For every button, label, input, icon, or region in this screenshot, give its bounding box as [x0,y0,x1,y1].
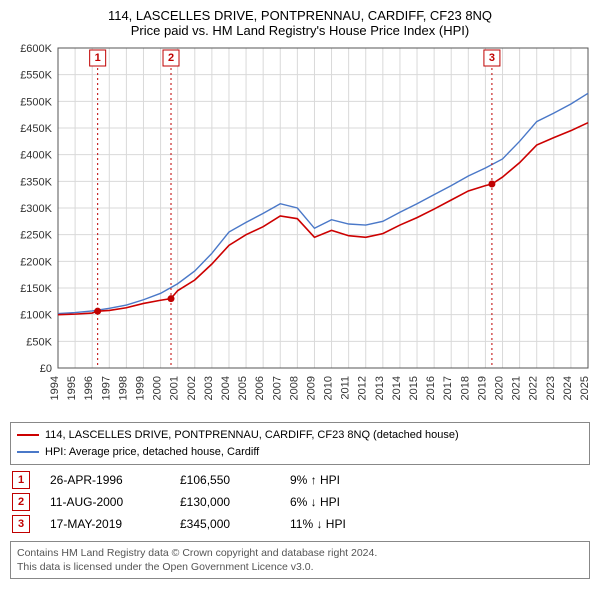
transaction-date: 26-APR-1996 [50,473,180,487]
legend-item: HPI: Average price, detached house, Card… [17,444,583,461]
transaction-marker-icon: 2 [12,493,30,511]
svg-text:£400K: £400K [20,150,52,162]
transaction-price: £106,550 [180,473,290,487]
svg-text:2002: 2002 [186,376,198,400]
svg-text:2004: 2004 [220,376,232,400]
svg-text:2011: 2011 [340,376,352,400]
svg-text:1: 1 [95,52,101,64]
svg-text:£450K: £450K [20,123,52,135]
svg-text:£0: £0 [40,363,52,375]
svg-text:£600K: £600K [20,43,52,55]
svg-text:£250K: £250K [20,230,52,242]
legend-swatch [17,434,39,436]
svg-text:1996: 1996 [83,376,95,400]
svg-text:£150K: £150K [20,283,52,295]
svg-text:2014: 2014 [391,376,403,400]
transaction-delta: 9% ↑ HPI [290,473,430,487]
footer: Contains HM Land Registry data © Crown c… [10,541,590,579]
svg-text:2003: 2003 [203,376,215,400]
chart-svg: £0 £50K £100K £150K £200K £250K £300K £350K £400… [8,38,592,418]
transaction-date: 11-AUG-2000 [50,495,180,509]
svg-text:2021: 2021 [511,376,523,400]
svg-text:£350K: £350K [20,176,52,188]
transaction-delta: 6% ↓ HPI [290,495,430,509]
svg-text:1995: 1995 [66,376,78,400]
svg-text:2010: 2010 [323,376,335,400]
svg-text:£500K: £500K [20,96,52,108]
transaction-row: 2 11-AUG-2000 £130,000 6% ↓ HPI [8,491,592,513]
svg-text:2007: 2007 [271,376,283,400]
svg-text:2023: 2023 [545,376,557,400]
svg-text:2015: 2015 [408,376,420,400]
svg-text:1997: 1997 [100,376,112,400]
svg-text:2001: 2001 [169,376,181,400]
transaction-row: 1 26-APR-1996 £106,550 9% ↑ HPI [8,469,592,491]
svg-text:2022: 2022 [528,376,540,400]
chart-title-line2: Price paid vs. HM Land Registry's House … [8,23,592,38]
svg-text:1998: 1998 [117,376,129,400]
transaction-date: 17-MAY-2019 [50,517,180,531]
svg-text:2013: 2013 [374,376,386,400]
svg-text:£300K: £300K [20,203,52,215]
svg-text:2016: 2016 [425,376,437,400]
svg-text:£200K: £200K [20,256,52,268]
legend: 114, LASCELLES DRIVE, PONTPRENNAU, CARDI… [10,422,590,465]
transaction-marker-icon: 1 [12,471,30,489]
svg-text:1994: 1994 [49,376,61,400]
chart: £0 £50K £100K £150K £200K £250K £300K £350K £400… [8,38,592,418]
footer-line: This data is licensed under the Open Gov… [17,560,583,574]
svg-text:2008: 2008 [288,376,300,400]
svg-text:2017: 2017 [442,376,454,400]
transaction-delta: 11% ↓ HPI [290,517,430,531]
svg-text:2: 2 [168,52,174,64]
chart-title-line1: 114, LASCELLES DRIVE, PONTPRENNAU, CARDI… [8,8,592,23]
legend-item: 114, LASCELLES DRIVE, PONTPRENNAU, CARDI… [17,427,583,444]
svg-text:2025: 2025 [579,376,591,400]
svg-text:2019: 2019 [476,376,488,400]
svg-text:2006: 2006 [254,376,266,400]
legend-swatch [17,451,39,453]
svg-text:2020: 2020 [494,376,506,400]
svg-text:2018: 2018 [459,376,471,400]
svg-text:3: 3 [489,52,495,64]
svg-text:1999: 1999 [134,376,146,400]
legend-label: 114, LASCELLES DRIVE, PONTPRENNAU, CARDI… [45,427,459,444]
transaction-row: 3 17-MAY-2019 £345,000 11% ↓ HPI [8,513,592,535]
svg-text:£550K: £550K [20,70,52,82]
transaction-marker-icon: 3 [12,515,30,533]
svg-text:2000: 2000 [152,376,164,400]
svg-text:2012: 2012 [357,376,369,400]
transaction-price: £130,000 [180,495,290,509]
transaction-price: £345,000 [180,517,290,531]
svg-text:£100K: £100K [20,310,52,322]
svg-text:2009: 2009 [305,376,317,400]
svg-text:2024: 2024 [562,376,574,400]
legend-label: HPI: Average price, detached house, Card… [45,444,259,461]
svg-text:£50K: £50K [26,336,52,348]
transactions-list: 1 26-APR-1996 £106,550 9% ↑ HPI 2 11-AUG… [8,469,592,535]
svg-text:2005: 2005 [237,376,249,400]
footer-line: Contains HM Land Registry data © Crown c… [17,546,583,560]
